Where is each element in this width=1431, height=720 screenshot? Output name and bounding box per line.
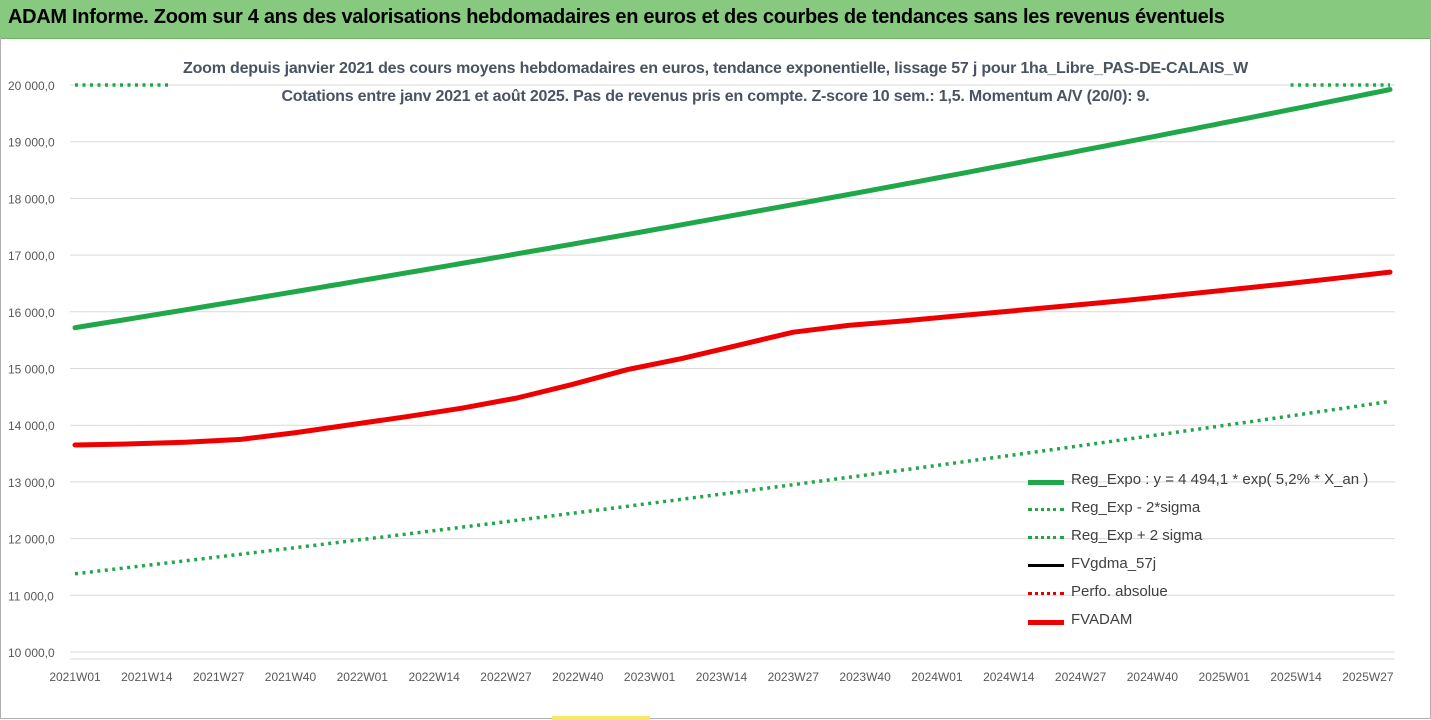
x-tick-label: 2022W40 — [552, 670, 604, 684]
x-tick-label: 2021W27 — [193, 670, 245, 684]
y-tick-label: 16 000,0 — [8, 306, 55, 320]
legend-label: Reg_Expo : y = 4 494,1 * exp( 5,2% * X_a… — [1071, 471, 1369, 488]
x-tick-label: 2024W14 — [983, 670, 1035, 684]
x-tick-label: 2023W40 — [839, 670, 891, 684]
series-line-5 — [72, 269, 1393, 448]
legend-item: Reg_Expo : y = 4 494,1 * exp( 5,2% * X_a… — [1028, 470, 1388, 498]
legend-label: Reg_Exp - 2*sigma — [1071, 499, 1201, 516]
y-tick-label: 11 000,0 — [8, 589, 54, 603]
x-tick-label: 2023W01 — [624, 670, 676, 684]
x-tick-label: 2021W01 — [49, 670, 101, 684]
legend-item: FVADAM — [1028, 610, 1388, 638]
y-tick-label: 17 000,0 — [8, 249, 55, 263]
y-tick-label: 20 000,0 — [8, 79, 55, 93]
x-tick-label: 2022W27 — [480, 670, 532, 684]
sheet-tab-indicator — [552, 716, 650, 720]
legend-item: FVgdma_57j — [1028, 554, 1388, 582]
legend-label: Reg_Exp + 2 sigma — [1071, 527, 1203, 544]
chart-subtitle-line2: Cotations entre janv 2021 et août 2025. … — [281, 88, 1150, 105]
x-tick-label: 2024W27 — [1055, 670, 1107, 684]
x-tick-label: 2023W14 — [696, 670, 748, 684]
legend-swatch — [1028, 592, 1064, 595]
x-tick-label: 2021W14 — [121, 670, 173, 684]
x-tick-label: 2023W27 — [768, 670, 820, 684]
report-title: ADAM Informe. Zoom sur 4 ans des valoris… — [8, 6, 1225, 28]
legend-label: FVgdma_57j — [1071, 555, 1157, 572]
legend-swatch — [1028, 480, 1064, 485]
legend-item: Reg_Exp + 2 sigma — [1028, 526, 1388, 554]
y-tick-label: 15 000,0 — [8, 363, 55, 377]
legend-label: Perfo. absolue — [1071, 583, 1168, 600]
series-line-1 — [74, 399, 1391, 576]
x-tick-label: 2025W27 — [1342, 670, 1394, 684]
legend-item: Perfo. absolue — [1028, 582, 1388, 610]
legend-swatch — [1028, 536, 1064, 539]
x-tick-label: 2024W01 — [911, 670, 963, 684]
x-tick-label: 2025W14 — [1270, 670, 1322, 684]
y-tick-label: 10 000,0 — [8, 646, 55, 660]
y-tick-label: 19 000,0 — [8, 136, 55, 150]
x-tick-label: 2022W01 — [337, 670, 389, 684]
y-tick-label: 18 000,0 — [8, 192, 55, 206]
chart-subtitle-line1: Zoom depuis janvier 2021 des cours moyen… — [183, 60, 1248, 77]
x-tick-label: 2025W01 — [1199, 670, 1251, 684]
legend-swatch — [1028, 564, 1064, 567]
y-tick-label: 12 000,0 — [8, 533, 55, 547]
series-line-3 — [73, 270, 1392, 447]
y-tick-label: 13 000,0 — [8, 476, 55, 490]
chart-legend: Reg_Expo : y = 4 494,1 * exp( 5,2% * X_a… — [1028, 470, 1388, 638]
x-axis: 2021W01 2021W14 2021W27 2021W40 2022W01 2022W… — [49, 658, 1395, 684]
x-tick-label: 2022W14 — [408, 670, 460, 684]
y-axis: 10 000,0 11 000,0 12 000,0 13 000,0 14 000,0… — [8, 79, 55, 660]
legend-swatch — [1028, 620, 1064, 625]
plot-area — [72, 83, 1393, 576]
legend-label: FVADAM — [1071, 611, 1133, 628]
grid-lines — [70, 84, 1395, 653]
legend-swatch — [1028, 508, 1064, 511]
series-line-0 — [72, 87, 1393, 331]
y-tick-label: 14 000,0 — [8, 419, 55, 433]
x-tick-label: 2021W40 — [265, 670, 317, 684]
report-header: ADAM Informe. Zoom sur 4 ans des valoris… — [0, 0, 1431, 39]
legend-item: Reg_Exp - 2*sigma — [1028, 498, 1388, 526]
x-tick-label: 2024W40 — [1127, 670, 1179, 684]
